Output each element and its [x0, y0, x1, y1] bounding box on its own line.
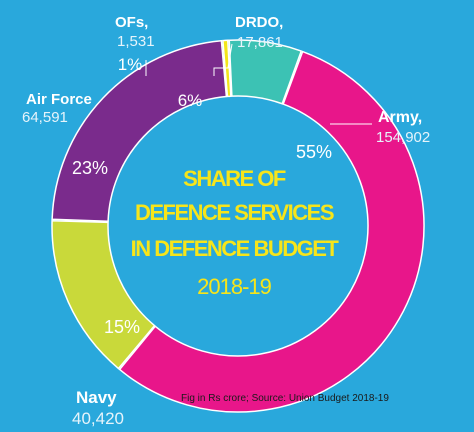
percent-label-air-force: 23% [72, 158, 108, 178]
slice-army [118, 50, 425, 413]
source-note: Fig in Rs crore; Source: Union Budget 20… [181, 393, 389, 404]
category-name-ofs: OFs, [115, 14, 148, 31]
percent-label-drdo: 6% [178, 91, 203, 110]
slice-air-force [51, 39, 228, 223]
category-value-army: 154,902 [376, 129, 430, 146]
chart-title-line-2: DEFENCE SERVICES [135, 200, 334, 225]
category-value-air-force: 64,591 [22, 109, 68, 126]
percent-label-army: 55% [296, 142, 332, 162]
percent-label-navy: 15% [104, 317, 140, 337]
leader-line-drdo [213, 43, 233, 76]
slice-group [51, 39, 425, 413]
category-name-army: Army, [378, 109, 422, 126]
chart-title-line-1: SHARE OF [183, 166, 286, 191]
category-name-air-force: Air Force [26, 91, 92, 108]
category-name-navy: Navy [76, 388, 117, 407]
category-value-navy: 40,420 [72, 409, 124, 428]
category-value-drdo: 17,861 [237, 34, 283, 51]
chart-subtitle: 2018-19 [197, 274, 272, 299]
slice-drdo [228, 39, 303, 105]
category-name-drdo: DRDO, [235, 14, 283, 31]
category-value-ofs: 1,531 [117, 33, 155, 50]
leader-line-group [145, 43, 372, 125]
slice-navy [51, 219, 156, 370]
percent-label-ofs: 1% [118, 55, 143, 74]
chart-title-line-3: IN DEFENCE BUDGET [131, 236, 340, 261]
